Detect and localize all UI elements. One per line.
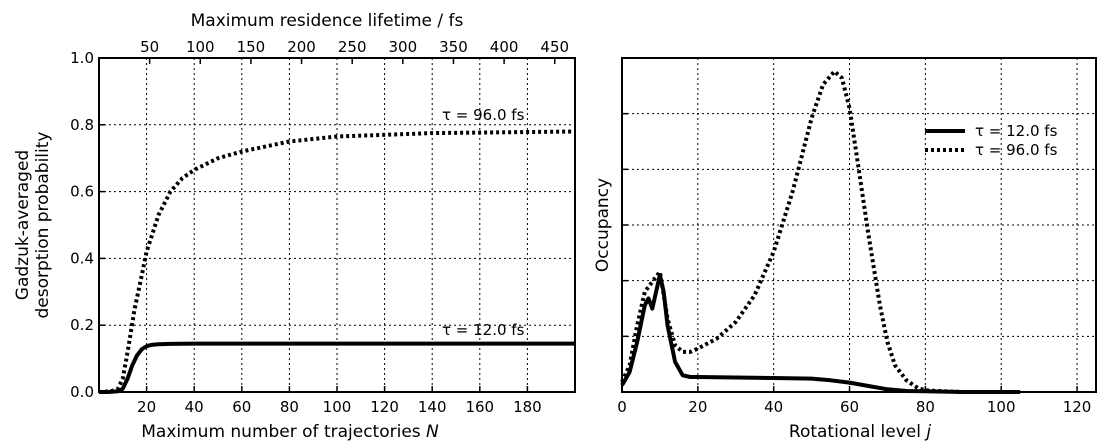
right-chart: Occupancy Rotational level j τ = 12.0 fs… bbox=[593, 57, 1097, 442]
right-xtick-label: 20 bbox=[688, 398, 707, 416]
annotation-tau-12: τ = 12.0 fs bbox=[442, 321, 525, 339]
left-top-xtick-label: 100 bbox=[186, 38, 215, 56]
left-ylabel-line1: Gadzuk-averaged bbox=[13, 150, 33, 300]
left-top-xtick-label: 50 bbox=[140, 38, 159, 56]
left-xtick-label: 120 bbox=[370, 398, 399, 416]
series-line-tau-96 bbox=[98, 129, 576, 394]
left-top-xtick-label: 150 bbox=[237, 38, 266, 56]
right-series-line-tau-12 bbox=[620, 273, 1021, 394]
series-line-tau-12 bbox=[99, 341, 575, 394]
left-ytick-label: 1.0 bbox=[70, 49, 94, 67]
left-xtick-label: 20 bbox=[137, 398, 156, 416]
right-xtick-label: 100 bbox=[987, 398, 1016, 416]
left-top-xtick-label: 450 bbox=[540, 38, 569, 56]
right-xtick-label: 40 bbox=[764, 398, 783, 416]
left-top-xtick-label: 350 bbox=[439, 38, 468, 56]
left-xtick-label: 140 bbox=[418, 398, 447, 416]
left-xtick-label: 160 bbox=[465, 398, 494, 416]
left-xtick-label: 180 bbox=[513, 398, 542, 416]
left-xtick-label: 80 bbox=[280, 398, 299, 416]
left-ytick-label: 0.6 bbox=[70, 183, 94, 201]
left-top-xtick-label: 300 bbox=[389, 38, 418, 56]
left-ytick-label: 0.0 bbox=[70, 383, 94, 401]
left-xtick-label: 100 bbox=[323, 398, 352, 416]
right-xtick-label: 60 bbox=[840, 398, 859, 416]
left-top-xtick-label: 250 bbox=[338, 38, 367, 56]
left-chart: Maximum residence lifetime / fs Gadzuk-a… bbox=[13, 11, 576, 442]
left-ytick-label: 0.4 bbox=[70, 249, 94, 267]
right-xlabel: Rotational level j bbox=[789, 422, 931, 441]
legend-label-tau-12: τ = 12.0 fs bbox=[975, 122, 1058, 140]
legend-background bbox=[918, 118, 1090, 162]
left-top-xtick-label: 400 bbox=[490, 38, 519, 56]
left-xlabel: Maximum number of trajectories N bbox=[141, 422, 439, 441]
right-series-line-tau-96 bbox=[620, 69, 964, 394]
right-xtick-label: 80 bbox=[916, 398, 935, 416]
left-ylabel-line2: desorption probability bbox=[33, 132, 53, 319]
right-ylabel: Occupancy bbox=[593, 178, 613, 272]
left-top-xtick-label: 200 bbox=[287, 38, 316, 56]
annotation-tau-96: τ = 96.0 fs bbox=[442, 106, 525, 124]
left-ytick-label: 0.2 bbox=[70, 316, 94, 334]
legend-label-tau-96: τ = 96.0 fs bbox=[975, 141, 1058, 159]
left-xtick-label: 60 bbox=[232, 398, 251, 416]
left-xtick-label: 40 bbox=[185, 398, 204, 416]
left-top-xlabel: Maximum residence lifetime / fs bbox=[191, 11, 464, 31]
right-xtick-label: 0 bbox=[617, 398, 627, 416]
right-xtick-label: 120 bbox=[1063, 398, 1092, 416]
legend: τ = 12.0 fs τ = 96.0 fs bbox=[925, 122, 1058, 159]
left-ytick-label: 0.8 bbox=[70, 116, 94, 134]
